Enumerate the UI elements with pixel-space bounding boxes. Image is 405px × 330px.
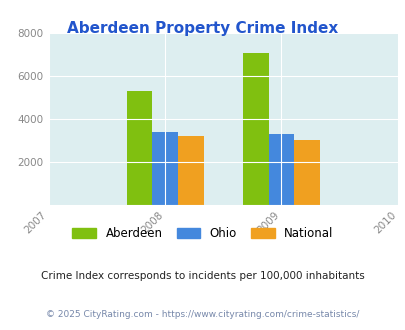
Bar bbox=[294, 140, 319, 205]
Bar bbox=[268, 134, 294, 205]
Bar bbox=[152, 132, 177, 205]
Bar bbox=[126, 91, 152, 205]
Text: Aberdeen Property Crime Index: Aberdeen Property Crime Index bbox=[67, 21, 338, 36]
Text: © 2025 CityRating.com - https://www.cityrating.com/crime-statistics/: © 2025 CityRating.com - https://www.city… bbox=[46, 310, 359, 319]
Text: Crime Index corresponds to incidents per 100,000 inhabitants: Crime Index corresponds to incidents per… bbox=[41, 271, 364, 281]
Legend: Aberdeen, Ohio, National: Aberdeen, Ohio, National bbox=[72, 227, 333, 240]
Bar bbox=[177, 136, 203, 205]
Bar bbox=[243, 53, 268, 205]
